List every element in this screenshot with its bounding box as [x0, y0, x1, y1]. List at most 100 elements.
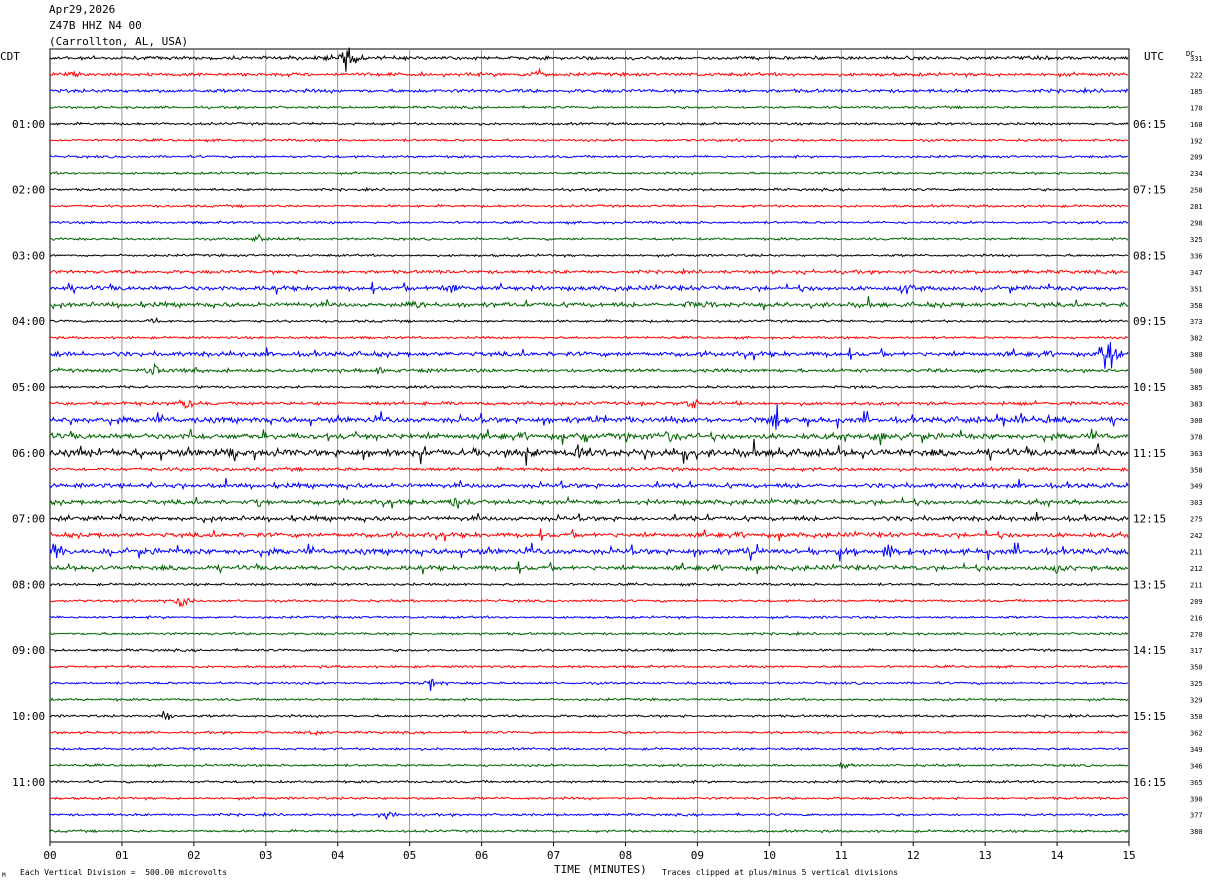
seismic-trace [49, 477, 1129, 491]
dc-offset-label: 300 [1190, 417, 1203, 425]
left-time-label: 07:00 [12, 513, 45, 526]
left-time-label: 02:00 [12, 184, 45, 197]
seismic-trace [49, 362, 1129, 376]
dc-offset-label: 362 [1190, 729, 1203, 737]
seismic-trace [49, 203, 1129, 209]
dc-offset-label: 192 [1190, 137, 1203, 145]
seismic-trace [49, 316, 1129, 324]
seismic-trace [49, 828, 1129, 834]
seismic-trace [49, 465, 1129, 473]
right-time-label: 11:15 [1133, 447, 1166, 460]
seismic-trace [49, 561, 1129, 575]
dc-offset-label: 380 [1190, 828, 1203, 836]
seismic-trace [49, 67, 1128, 79]
dc-offset-label: 325 [1190, 680, 1203, 688]
dc-offset-label: 270 [1190, 631, 1203, 639]
seismic-trace [49, 582, 1129, 587]
dc-offset-label: 500 [1190, 368, 1203, 376]
dc-offset-label: 351 [1190, 285, 1203, 293]
left-time-label: 11:00 [12, 776, 45, 789]
dc-offset-label: 222 [1190, 71, 1203, 79]
dc-offset-label: 281 [1190, 203, 1203, 211]
dc-offset-label: 380 [1190, 351, 1203, 359]
station-location: (Carrollton, AL, USA) [49, 35, 189, 48]
right-time-label: 14:15 [1133, 644, 1166, 657]
seismic-trace [49, 779, 1129, 785]
x-tick-label: 14 [1050, 849, 1064, 862]
seismic-trace [49, 438, 1129, 466]
dc-offset-label: 258 [1190, 187, 1203, 195]
plot-frame [49, 48, 1130, 843]
seismic-trace [49, 761, 1129, 770]
dc-offset-label: 336 [1190, 252, 1203, 260]
x-tick-label: 06 [475, 849, 488, 862]
dc-offset-label: 390 [1190, 795, 1203, 803]
dc-offset-label: 363 [1190, 450, 1203, 458]
dc-offset-label: 347 [1190, 269, 1203, 277]
seismic-trace [49, 253, 1129, 259]
dc-offset-label: 349 [1190, 483, 1203, 491]
seismic-trace [49, 296, 1129, 311]
seismic-trace [49, 398, 1129, 410]
dc-offset-label: 185 [1190, 88, 1203, 96]
seismic-trace [49, 647, 1129, 653]
right-time-label: 08:15 [1133, 249, 1166, 262]
seismic-trace [49, 597, 1129, 607]
dc-offset-label: 242 [1190, 532, 1203, 540]
right-time-label: 15:15 [1133, 710, 1166, 723]
seismic-trace [49, 154, 1129, 160]
left-time-label: 06:00 [12, 447, 45, 460]
dc-offset-label: 317 [1190, 647, 1203, 655]
x-tick-label: 00 [43, 849, 56, 862]
dc-offset-label: 385 [1190, 384, 1203, 392]
dc-offset-label: 211 [1190, 581, 1203, 589]
x-tick-label: 01 [115, 849, 128, 862]
right-time-label: 06:15 [1133, 118, 1166, 131]
division-note: Each Vertical Division = 500.00 microvol… [20, 868, 228, 877]
dc-offset-label: 331 [1190, 55, 1203, 63]
x-tick-label: 09 [691, 849, 704, 862]
dc-offset-label: 168 [1190, 121, 1203, 129]
seismic-trace [49, 664, 1129, 670]
x-tick-label: 12 [907, 849, 920, 862]
dc-offset-label: 212 [1190, 565, 1203, 573]
x-tick-label: 15 [1122, 849, 1135, 862]
seismic-trace [49, 186, 1129, 193]
seismic-trace [49, 281, 1129, 295]
dc-offset-label: 378 [1190, 433, 1203, 441]
seismic-trace [49, 233, 1129, 243]
dc-offset-label: 358 [1190, 466, 1203, 474]
dc-offset-label: 234 [1190, 170, 1203, 178]
seismic-trace [49, 630, 1129, 637]
dc-offset-label: 329 [1190, 697, 1203, 705]
dc-offset-label: 303 [1190, 499, 1203, 507]
dc-offset-label: 377 [1190, 812, 1203, 820]
dc-offset-label: 350 [1190, 664, 1203, 672]
seismic-trace [49, 267, 1129, 276]
dc-offset-label: 325 [1190, 236, 1203, 244]
seismic-trace [49, 511, 1129, 524]
grid-lines [49, 48, 1130, 846]
seismic-trace [49, 86, 1129, 95]
dc-offset-label: 358 [1190, 302, 1203, 310]
left-axis-title: CDT [0, 50, 20, 63]
left-time-label: 10:00 [12, 710, 45, 723]
right-time-label: 09:15 [1133, 315, 1166, 328]
seismic-trace [49, 104, 1129, 110]
seismic-trace [49, 528, 1129, 542]
seismic-trace [49, 121, 1129, 126]
x-tick-label: 04 [331, 849, 345, 862]
seismic-trace [49, 542, 1129, 562]
left-time-label: 05:00 [12, 381, 45, 394]
left-time-label: 01:00 [12, 118, 45, 131]
dc-offset-label: 346 [1190, 762, 1203, 770]
left-time-label: 04:00 [12, 315, 45, 328]
seismic-trace [49, 220, 1129, 226]
seismic-trace [49, 495, 1129, 509]
seismic-trace [49, 335, 1129, 341]
dc-offset-label: 365 [1190, 779, 1203, 787]
dc-offset-label: 298 [1190, 220, 1203, 228]
x-tick-label: 11 [835, 849, 848, 862]
chart-date: Apr29,2026 [49, 3, 116, 16]
seismic-trace [50, 137, 1129, 143]
